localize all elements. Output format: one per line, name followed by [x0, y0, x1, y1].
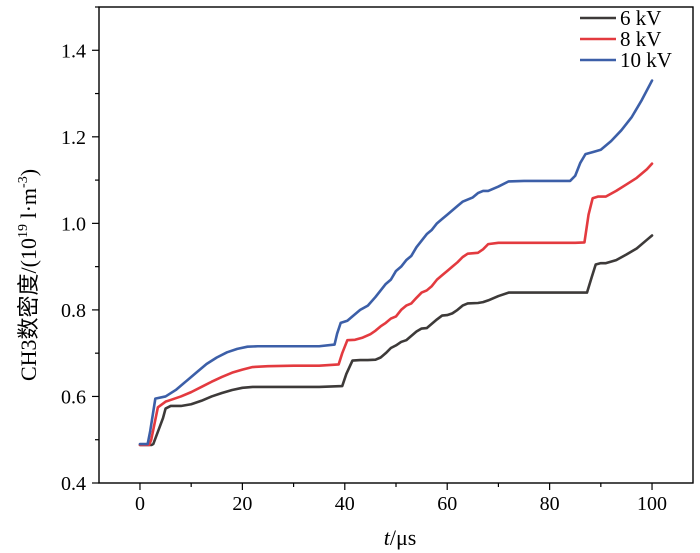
x-tick-label: 100: [637, 493, 667, 515]
y-axis-title-unit: l·m: [16, 188, 41, 224]
x-tick-label: 40: [335, 493, 355, 515]
y-axis-title-exp: 19: [16, 224, 31, 238]
legend-label-1: 6 kV: [620, 6, 661, 30]
series-line-3: [138, 79, 654, 446]
plot-frame: [98, 6, 694, 484]
y-tick-label: 0.4: [61, 473, 86, 495]
series-group: [138, 79, 654, 447]
series-line-2: [138, 162, 654, 447]
y-tick-label: 1.0: [61, 213, 86, 235]
y-tick-label: 1.4: [61, 40, 86, 62]
x-axis-title-italic: t: [384, 525, 391, 550]
x-axis-title: t/μs: [384, 525, 417, 550]
axes: [98, 6, 694, 484]
y-axis-title-unit-exp: -3: [16, 176, 31, 188]
ticks: 0 20 40 60 80 100 0.4 0.6 0.8 1.0 1.2 1.4: [61, 6, 667, 515]
legend-label-2: 8 kV: [620, 27, 661, 51]
y-axis-title-main: CH3数密度/(10: [16, 238, 41, 381]
y-tick-label: 0.8: [61, 300, 86, 322]
y-axis-title: CH3数密度/(1019 l·m-3): [16, 169, 41, 381]
y-tick-label: 1.2: [61, 127, 86, 149]
x-tick-label: 0: [135, 493, 145, 515]
x-tick-label: 20: [232, 493, 252, 515]
x-tick-label: 80: [540, 493, 560, 515]
x-tick-label: 60: [437, 493, 457, 515]
legend-label-3: 10 kV: [620, 48, 672, 72]
series-line-1: [138, 234, 654, 447]
y-axis-title-close: ): [16, 169, 41, 176]
y-tick-label: 0.6: [61, 386, 86, 408]
x-axis-title-unit: /μs: [390, 525, 416, 550]
